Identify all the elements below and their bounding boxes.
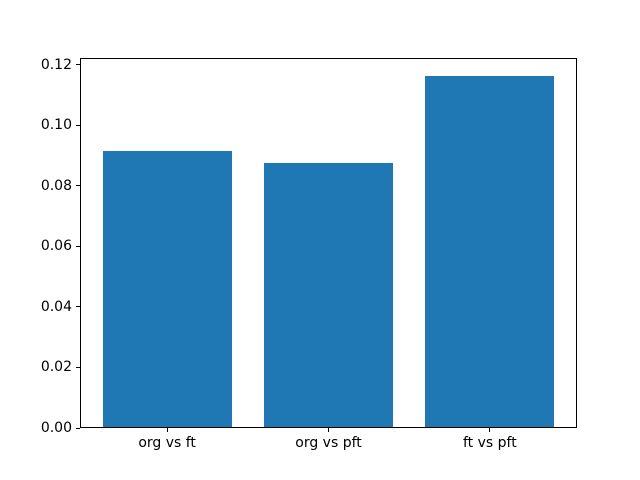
bar-ft-vs-pft <box>425 76 555 427</box>
y-tick-label: 0.04 <box>40 298 72 315</box>
y-tick-label: 0.08 <box>40 177 72 194</box>
bar-org-vs-ft <box>102 151 232 427</box>
plot-area <box>80 58 577 428</box>
y-tick-label: 0.02 <box>40 359 72 376</box>
bar-org-vs-pft <box>263 163 394 427</box>
y-tick-label: 0.10 <box>40 117 72 134</box>
x-tick-label: org vs pft <box>295 435 362 451</box>
y-tick-label: 0.06 <box>40 238 72 255</box>
x-tick <box>328 428 329 432</box>
y-tick-label: 0.00 <box>40 420 72 436</box>
y-tick-label: 0.12 <box>40 56 72 73</box>
x-tick <box>166 428 168 432</box>
x-tick-label: ft vs pft <box>463 435 517 451</box>
x-tick <box>489 428 491 432</box>
x-tick-label: org vs ft <box>138 435 196 451</box>
